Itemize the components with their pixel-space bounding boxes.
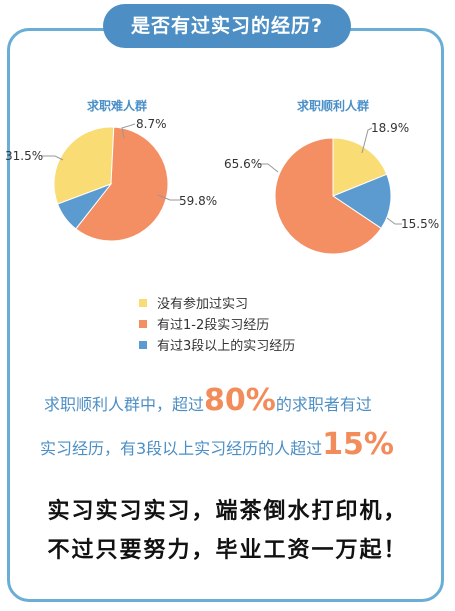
leader-line-59-8 (157, 194, 180, 201)
pie-chart-smooth (274, 137, 392, 255)
pie-hard-slice-1 (75, 126, 169, 242)
legend-label: 没有参加过实习 (157, 297, 249, 312)
leader-line-15-5 (386, 217, 402, 225)
summary-line-1: 求职顺利人群中，超过80%的求职者有过 (44, 383, 372, 418)
pie1-label-orange: 65.6% (224, 157, 263, 171)
leader-line-18-9 (361, 127, 373, 154)
legend-item: 有过3段以上的实习经历 (139, 334, 295, 355)
pie-title-hard: 求职难人群 (87, 99, 148, 113)
legend-label: 有过1-2段实习经历 (157, 318, 270, 333)
pie-hard-slice-2 (56, 182, 113, 230)
leader-line-31-5 (42, 155, 64, 161)
summary-line-2: 实习经历，有3段以上实习经历的人超过15% (40, 427, 394, 462)
page-title: 是否有过实习的经历? (103, 4, 351, 48)
legend-item: 有过1-2段实习经历 (139, 313, 295, 334)
summary-highlight-80: 80% (204, 383, 276, 418)
pie-chart-hard (53, 126, 169, 242)
pie-hard-slice-0 (53, 126, 115, 205)
pie1-label-yellow: 18.9% (371, 121, 410, 135)
summary-text: 求职顺利人群中，超过 (44, 395, 205, 414)
legend-swatch-blue (139, 340, 147, 349)
pie-title-smooth: 求职顺利人群 (297, 99, 370, 113)
legend-item: 没有参加过实习 (139, 292, 295, 313)
leader-lines (42, 123, 402, 225)
pie0-label-blue: 8.7% (136, 117, 167, 131)
pie0-label-yellow: 31.5% (5, 149, 44, 163)
pie-smooth-slice-1 (274, 137, 382, 255)
pie0-label-orange: 59.8% (179, 194, 218, 208)
slogan-line-1: 实习实习实习，端茶倒水打印机， (47, 498, 408, 524)
leader-line-8-7 (121, 123, 136, 139)
pie-smooth-slice-2 (331, 173, 392, 229)
legend-swatch-orange (139, 319, 147, 328)
summary-text: 的求职者有过 (275, 395, 372, 414)
legend: 没有参加过实习 有过1-2段实习经历 有过3段以上的实习经历 (139, 292, 295, 355)
pie1-label-blue: 15.5% (401, 217, 440, 231)
slogan-line-2: 不过只要努力，毕业工资一万起！ (47, 537, 408, 563)
summary-text: 实习经历，有3段以上实习经历的人超过 (40, 439, 323, 458)
leader-line-65-6 (258, 163, 279, 173)
summary-highlight-15: 15% (322, 427, 394, 462)
legend-swatch-yellow (139, 298, 147, 307)
legend-label: 有过3段以上的实习经历 (157, 339, 296, 354)
pie-smooth-slice-0 (332, 137, 388, 197)
